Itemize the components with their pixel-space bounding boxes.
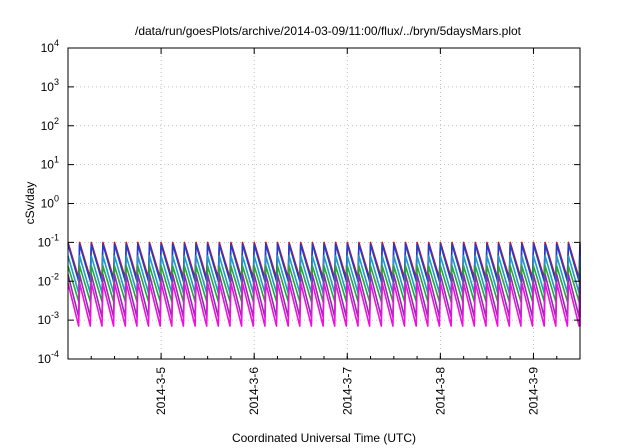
x-tick-label: 2014-3-8 [433, 367, 447, 415]
y-tick-label: 100 [41, 194, 59, 211]
x-tick-label: 2014-3-6 [247, 367, 261, 415]
chart-title: /data/run/goesPlots/archive/2014-03-09/1… [135, 24, 522, 38]
x-axis: 2014-3-5 2014-3-6 2014-3-7 2014-3-8 2014-3-9 [67, 48, 581, 415]
y-tick-label: 10-3 [38, 310, 59, 327]
y-tick-label: 10-4 [38, 349, 59, 366]
series-line [67, 282, 581, 327]
y-tick-label: 103 [41, 77, 59, 94]
x-axis-label: Coordinated Universal Time (UTC) [232, 431, 416, 445]
y-tick-label: 10-1 [38, 232, 59, 249]
y-tick-label: 104 [41, 38, 59, 55]
x-tick-label: 2014-3-5 [154, 367, 168, 415]
series-line [67, 243, 581, 283]
y-axis-label: cSv/day [23, 182, 37, 225]
x-tick-label: 2014-3-7 [340, 367, 354, 415]
y-tick-label: 101 [41, 155, 59, 172]
y-axis: 10-4 10-3 10-2 10-1 100 101 102 103 104 [38, 38, 580, 366]
y-tick-label: 10-2 [38, 271, 59, 288]
series-group [67, 241, 581, 327]
y-tick-label: 102 [41, 116, 59, 133]
x-tick-label: 2014-3-9 [526, 367, 540, 415]
series-line [67, 255, 581, 294]
series-line [67, 273, 581, 318]
series-line [67, 265, 581, 303]
